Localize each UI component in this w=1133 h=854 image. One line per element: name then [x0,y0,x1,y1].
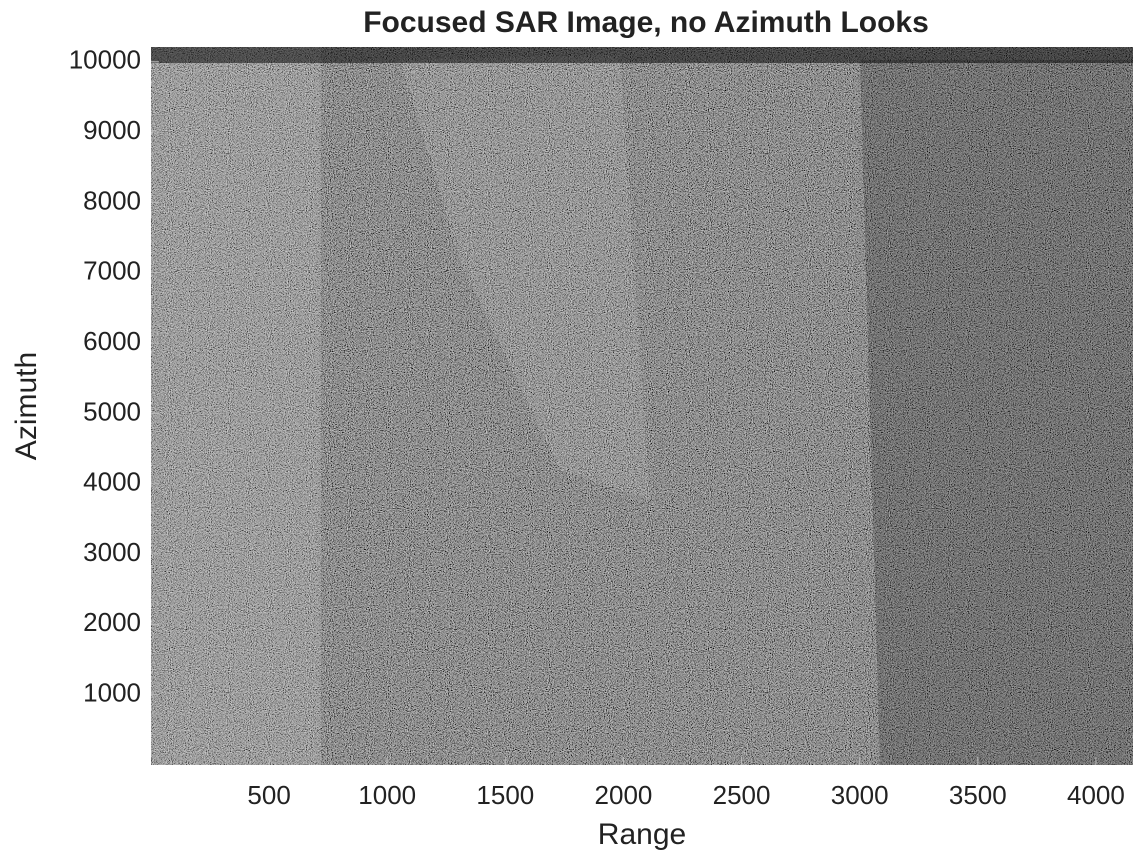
chart: Focused SAR Image, no Azimuth Looks Rang… [0,0,1133,854]
image-region [860,60,1133,765]
x-tick-label: 1000 [358,780,416,810]
sar-image [151,47,1133,765]
x-tick-label: 1500 [476,780,534,810]
x-tick-label: 500 [247,780,290,810]
x-tick-label: 2000 [595,780,653,810]
y-tick-label: 9000 [83,115,141,145]
image-region [151,47,321,765]
x-tick-label: 2500 [713,780,771,810]
y-axis-label: Azimuth [10,352,43,460]
y-tick-label: 10000 [69,45,141,75]
y-tick-label: 4000 [83,467,141,497]
y-tick-label: 6000 [83,326,141,356]
y-tick-label: 8000 [83,185,141,215]
chart-title: Focused SAR Image, no Azimuth Looks [363,6,929,39]
x-tick-label: 4000 [1067,780,1125,810]
y-tick-label: 3000 [83,537,141,567]
x-axis-label: Range [598,818,686,851]
y-tick-label: 7000 [83,256,141,286]
image-region [151,47,1133,63]
x-tick-label: 3500 [949,780,1007,810]
x-tick-label: 3000 [831,780,889,810]
y-tick-label: 1000 [83,678,141,708]
y-tick-label: 2000 [83,607,141,637]
y-tick-label: 5000 [83,396,141,426]
